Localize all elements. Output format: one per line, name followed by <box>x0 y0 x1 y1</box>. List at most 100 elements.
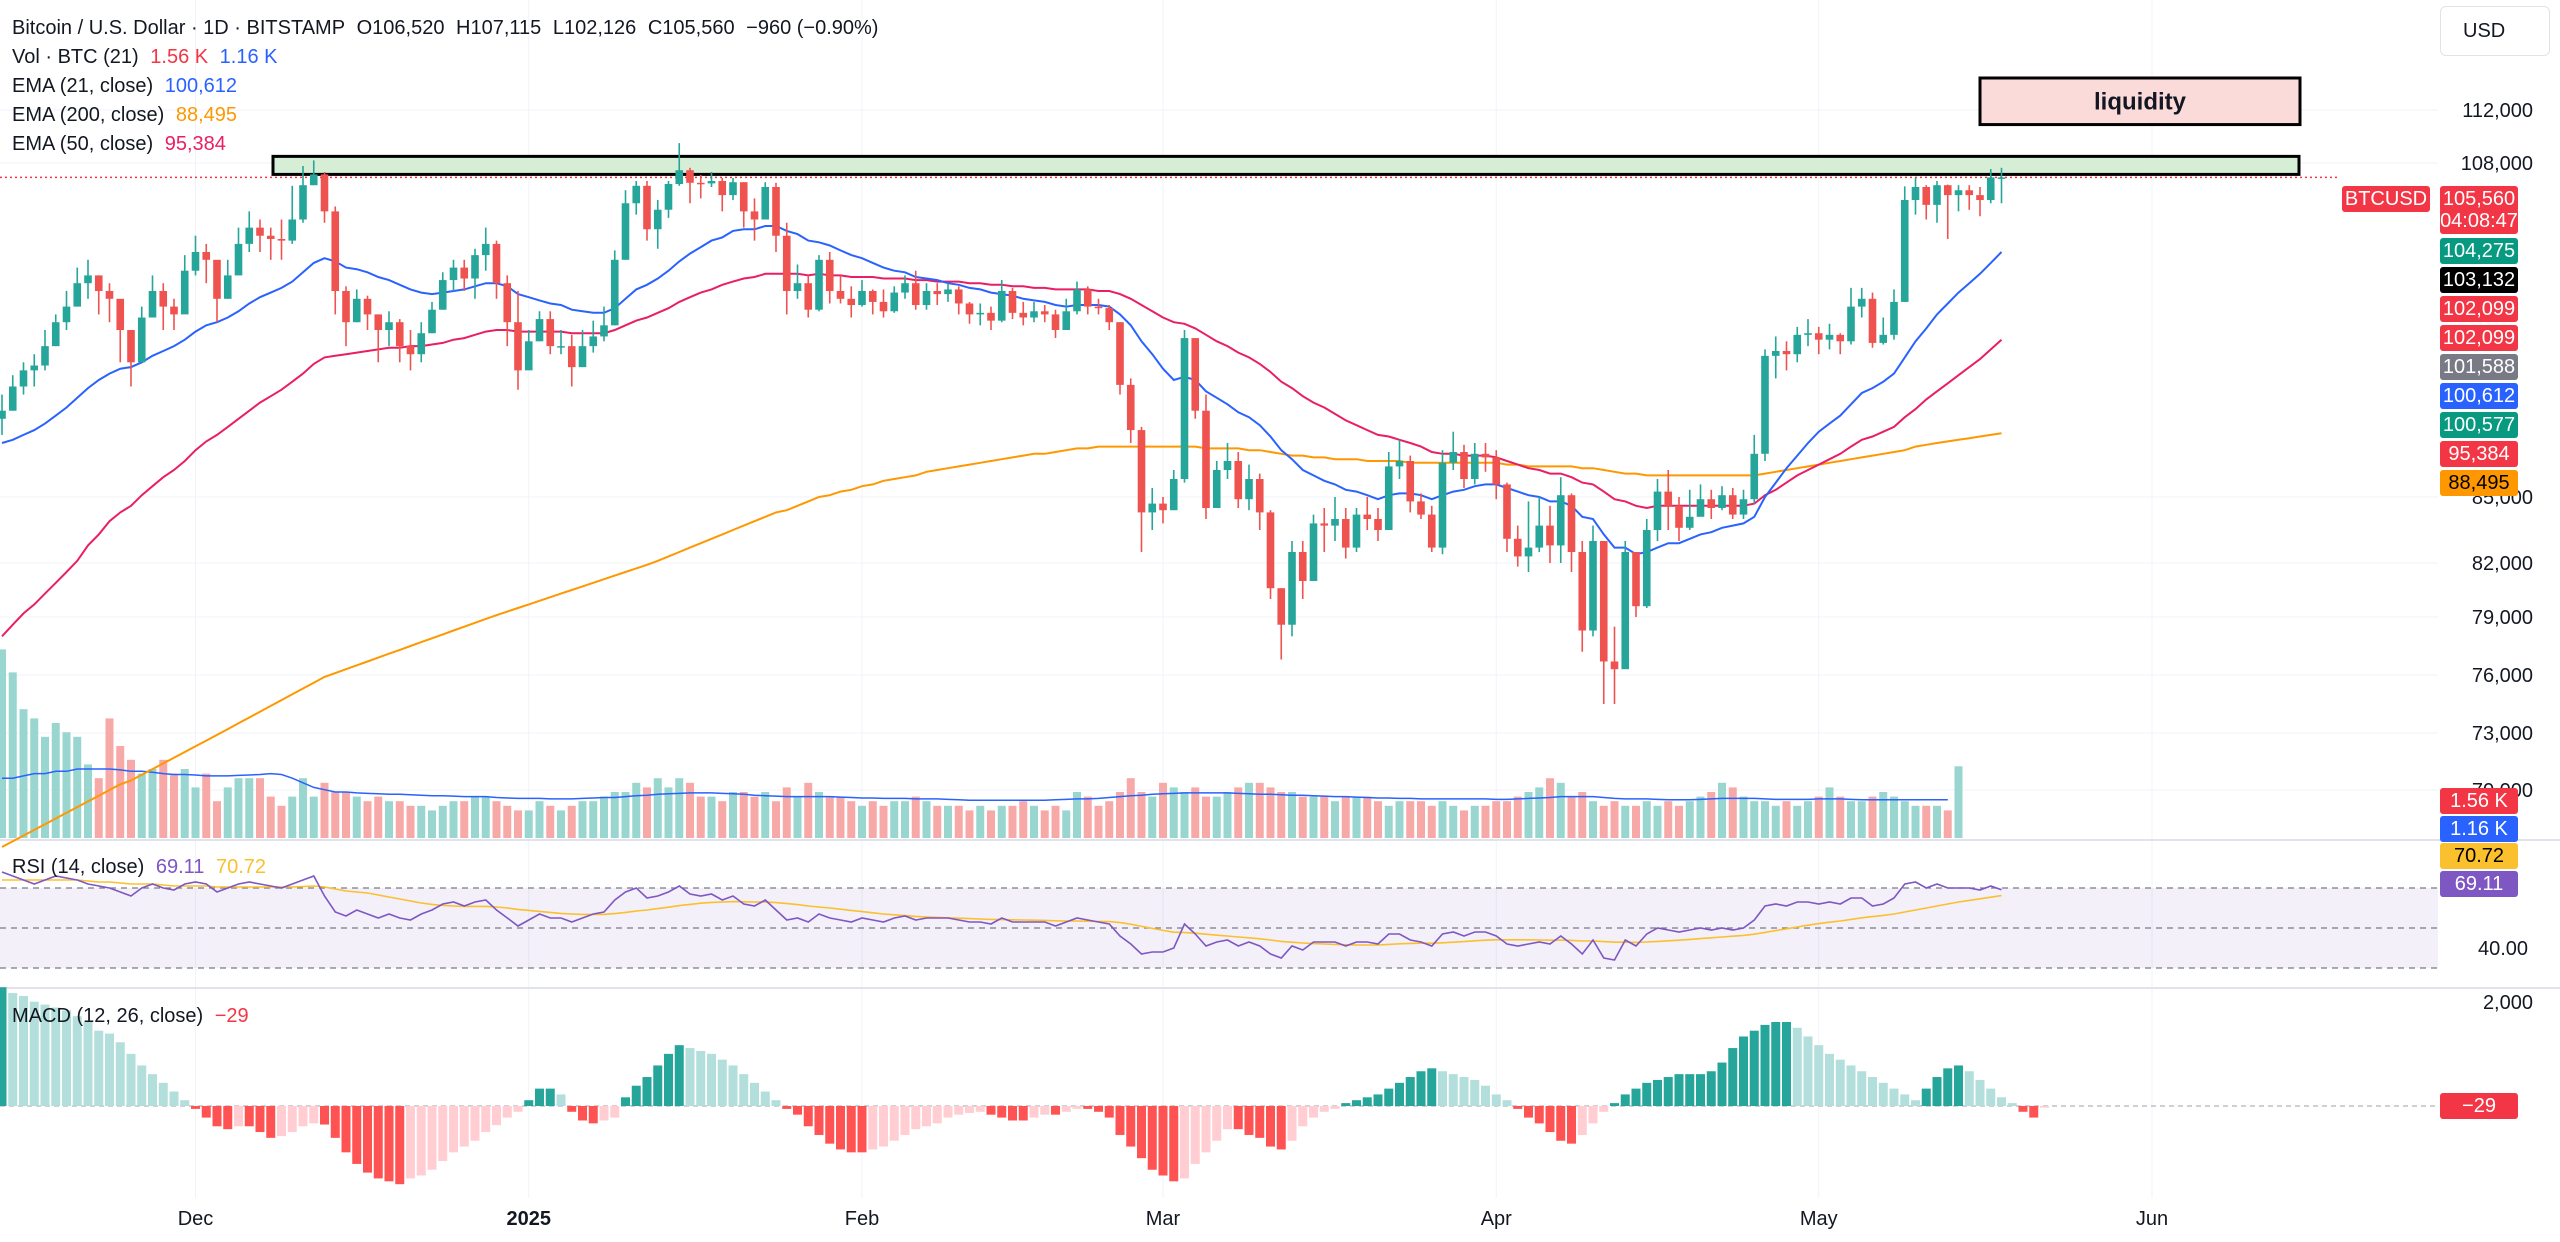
candle-body <box>1320 523 1329 526</box>
volume-bar <box>1384 805 1393 838</box>
macd-histogram-bar <box>1287 1106 1297 1141</box>
volume-bar <box>1879 792 1888 838</box>
volume-bar <box>1073 792 1081 838</box>
macd-histogram-bar <box>309 1106 319 1124</box>
macd-histogram-bar <box>126 1053 136 1106</box>
candle-body <box>1298 552 1307 581</box>
macd-histogram-bar <box>1631 1088 1641 1106</box>
macd-histogram-bar <box>1588 1106 1598 1124</box>
volume-bar <box>1954 766 1963 838</box>
volume-bar <box>342 792 350 838</box>
volume-bar <box>277 805 286 838</box>
volume-bar <box>395 801 404 838</box>
volume-legend[interactable]: Vol · BTC (21) 1.56 K 1.16 K <box>12 47 283 67</box>
candle-body <box>460 267 469 279</box>
macd-histogram-bar <box>1459 1077 1469 1106</box>
rsi-ma-badge <box>2440 843 2518 869</box>
axes: 112,000108,00085,00082,00079,00076,00073… <box>178 100 2533 1230</box>
liquidity-zone <box>1978 76 2302 127</box>
volume-bar <box>696 796 705 838</box>
volume-bar <box>567 805 576 838</box>
candle-body <box>1202 410 1210 508</box>
volume-bar <box>1427 805 1436 838</box>
candle-body <box>8 386 17 411</box>
macd-histogram-bar <box>1158 1106 1168 1176</box>
currency-button[interactable]: USD <box>2440 6 2550 56</box>
rsi-badge-text: 69.11 <box>2455 873 2504 895</box>
macd-legend[interactable]: MACD (12, 26, close) −29 <box>12 1006 255 1026</box>
volume-bar <box>1352 796 1361 838</box>
volume-bar <box>739 792 748 838</box>
candle-body <box>1126 384 1135 431</box>
volume-bar <box>1062 810 1071 838</box>
candle-body <box>739 182 748 212</box>
candle-body <box>1094 306 1103 309</box>
macd-histogram-bar <box>653 1065 663 1106</box>
candle-body <box>1879 334 1888 343</box>
macd-histogram-bar <box>1190 1106 1200 1164</box>
candle-body <box>578 346 587 368</box>
symbol-price-badge <box>2342 186 2430 212</box>
symbol-title[interactable]: Bitcoin / U.S. Dollar · 1D · BITSTAMP <box>12 17 346 39</box>
macd-histogram-bar <box>803 1106 813 1127</box>
volume-badge-text: 1.56 K <box>2450 790 2508 812</box>
countdown-badge-text: 04:08:47 <box>2440 210 2518 232</box>
candle-body <box>1599 541 1608 662</box>
high-value: H107,115 <box>456 17 542 39</box>
candle-body <box>1965 190 1974 196</box>
macd-histogram-bar <box>1782 1022 1791 1106</box>
macd-histogram-bar <box>234 1106 243 1127</box>
macd-histogram-bar <box>814 1106 824 1135</box>
macd-histogram-bar <box>1846 1065 1856 1106</box>
macd-histogram-bar <box>1502 1100 1512 1106</box>
macd-histogram-bar <box>707 1053 716 1106</box>
candle-body <box>825 259 834 291</box>
price-tick-label: 73,000 <box>2472 723 2533 745</box>
volume-bar <box>234 778 243 838</box>
rsi-label: RSI (14, close) <box>12 856 145 878</box>
volume-bar <box>1664 801 1673 838</box>
price-badge <box>2440 412 2518 438</box>
ema21-legend[interactable]: EMA (21, close) 100,612 <box>12 76 243 96</box>
candle-body <box>309 174 318 186</box>
volume-bar <box>1782 801 1791 838</box>
ema50-legend[interactable]: EMA (50, close) 95,384 <box>12 134 232 154</box>
candle-body <box>1288 552 1296 625</box>
candle-body <box>1352 514 1361 548</box>
candle-body <box>1137 430 1146 513</box>
macd-histogram-bar <box>1964 1071 1974 1106</box>
volume-bar <box>815 792 823 838</box>
grid-lines <box>0 0 2560 1198</box>
volume-ma-value: 1.16 K <box>219 46 278 68</box>
macd-histogram-bar <box>502 1106 512 1118</box>
volume-bar <box>385 801 393 838</box>
volume-bar <box>1481 805 1490 838</box>
candle-body <box>1771 350 1780 356</box>
macd-histogram-bar <box>105 1033 114 1106</box>
candle-body <box>1159 503 1167 511</box>
candle-body <box>1008 291 1017 313</box>
macd-histogram-bar <box>19 995 28 1106</box>
macd-histogram-bar <box>72 1016 82 1106</box>
macd-histogram-bar <box>1771 1022 1781 1106</box>
volume-bar <box>127 759 135 838</box>
candle-body <box>1814 333 1823 340</box>
volume-bar <box>1019 801 1028 838</box>
candle-body <box>1105 308 1114 323</box>
candle-body <box>1417 501 1425 515</box>
macd-histogram-bar <box>1352 1100 1361 1106</box>
candle-body <box>1857 298 1866 307</box>
candle-body <box>879 301 888 312</box>
volume-bar <box>1847 801 1855 838</box>
price-tick-label: 76,000 <box>2472 665 2533 687</box>
macd-histogram-bar <box>51 1007 61 1106</box>
ema200-legend[interactable]: EMA (200, close) 88,495 <box>12 105 243 125</box>
candle-body <box>1503 484 1511 539</box>
macd-badge <box>2440 1093 2518 1119</box>
candle-body <box>761 187 770 220</box>
rsi-legend[interactable]: RSI (14, close) 69.11 70.72 <box>12 857 272 877</box>
macd-histogram-bar <box>535 1088 544 1106</box>
macd-tick-label: 2,000 <box>2483 992 2533 1014</box>
macd-histogram-bar <box>1373 1094 1383 1106</box>
